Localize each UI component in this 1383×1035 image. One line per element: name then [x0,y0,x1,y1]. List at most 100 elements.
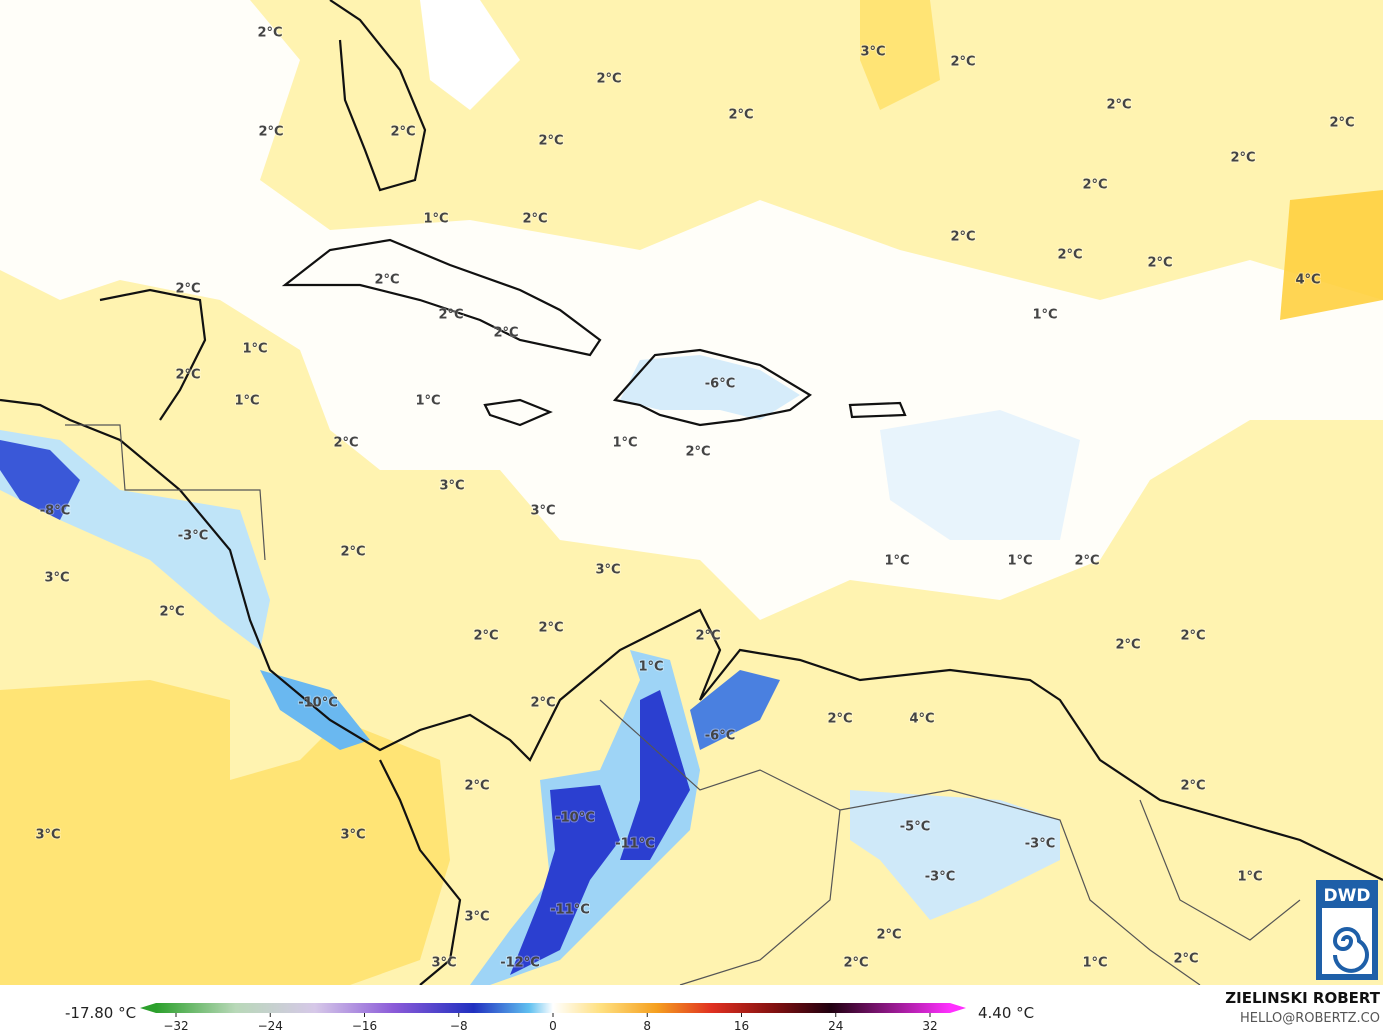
temperature-label: 2°C [175,368,200,383]
temperature-label: 2°C [438,308,463,323]
temperature-label: 2°C [950,55,975,70]
temperature-label: 2°C [1115,638,1140,653]
warm-area [860,0,940,110]
temperature-label: 2°C [685,445,710,460]
temperature-label: -6°C [705,377,735,392]
colorbar-tick-label: −16 [352,1019,377,1033]
temperature-label: 3°C [595,563,620,578]
temperature-label: -12°C [500,956,540,971]
coastline [483,398,553,427]
coastline [99,288,207,421]
temperature-label: 2°C [1074,554,1099,569]
temperature-label: 1°C [612,436,637,451]
temperature-label: -10°C [555,811,595,826]
temperature-label: 3°C [35,828,60,843]
warm-area [0,680,450,985]
temperature-label: 2°C [695,629,720,644]
temperature-label: -6°C [705,729,735,744]
temperature-labels: 3°C 2°C 2°C 2°C 2°C 2°C 2°C 2°C 2°C 2°C 2°C 2°C 1°C 2… [34,25,1355,972]
logo-text: DWD [1324,886,1371,906]
temperature-label: 2°C [1082,178,1107,193]
temperature-label: 2°C [340,545,365,560]
temperature-label: -3°C [178,529,208,544]
cold-area [510,785,620,975]
cold-area [690,670,780,750]
temperature-label: 2°C [827,712,852,727]
credit-contact: HELLO@ROBERTZ.CO [1240,1011,1380,1026]
colorbar-end [140,1003,156,1013]
temperature-label: 1°C [234,394,259,409]
colorbar-min: -17.80 °C [65,1004,136,1022]
colorbar-max: 4.40 °C [978,1004,1034,1022]
temperature-label: 1°C [1032,308,1057,323]
borders [65,424,1301,986]
coastline [281,238,602,357]
warm-area [1280,190,1383,320]
temperature-label: 3°C [530,504,555,519]
credit-name: ZIELINSKI ROBERT [1225,989,1380,1007]
temperature-label: 1°C [1007,554,1032,569]
cool-area [850,790,1060,920]
temperature-label: 2°C [843,956,868,971]
temperature-label: 2°C [257,26,282,41]
temperature-label: 2°C [1147,256,1172,271]
colorbar-tick-label: 32 [922,1019,937,1033]
temperature-label: 3°C [439,479,464,494]
colorbar-tick-label: −32 [163,1019,188,1033]
coastline [848,401,907,419]
temperature-label: 1°C [1237,870,1262,885]
coastline [329,0,427,192]
temperature-label: 2°C [950,230,975,245]
temperature-label: 3°C [431,956,456,971]
logo-icon [1332,927,1369,973]
temperature-label: 2°C [374,273,399,288]
temperature-label: -11°C [615,837,655,852]
temperature-label: 4°C [909,712,934,727]
coastlines [0,0,1383,986]
temperature-label: 2°C [596,72,621,87]
temperature-label: 2°C [159,605,184,620]
temperature-label: 2°C [1106,98,1131,113]
cool-area [880,410,1080,540]
temperature-label: 2°C [1180,629,1205,644]
cold-area [0,440,80,520]
temperature-label: -5°C [900,820,930,835]
colorbar-tick-label: 16 [734,1019,749,1033]
temperature-label: 2°C [1329,116,1354,131]
temperature-label: 1°C [242,342,267,357]
temperature-label: 3°C [860,45,885,60]
border [1139,799,1301,941]
cold-area [620,690,690,860]
colorbar: -17.80 °C 4.40 °C −32 −24 −16 −8 0 8 16 24 32 ZI… [0,985,1383,1035]
temperature-label: 3°C [44,571,69,586]
temperature-label: 2°C [522,212,547,227]
cool-area [620,355,800,420]
temperature-label: -8°C [40,504,70,519]
coastline [612,348,812,427]
temperature-label: 2°C [1230,151,1255,166]
temperature-label: 2°C [175,282,200,297]
colorbar-tick-label: −24 [258,1019,283,1033]
temperature-label: -11°C [550,903,590,918]
temperature-label: 2°C [333,436,358,451]
colorbar-bar [156,1003,950,1013]
colorbar-tick-label: 24 [828,1019,843,1033]
temperature-label: 2°C [1180,779,1205,794]
temperature-label: 1°C [1082,956,1107,971]
temperature-label: 3°C [340,828,365,843]
temperature-label: 2°C [728,108,753,123]
temperature-label: 2°C [538,621,563,636]
colorbar-tick-label: −8 [450,1019,468,1033]
temperature-label: 2°C [1173,952,1198,967]
coastline [0,398,1383,881]
colorbar-tick-label: 0 [549,1019,557,1033]
temperature-label: 2°C [390,125,415,140]
temperature-label: 1°C [638,660,663,675]
temperature-label: -3°C [1025,837,1055,852]
temperature-label: 4°C [1295,273,1320,288]
colorbar-tick-label: 8 [643,1019,651,1033]
temperature-label: 1°C [884,554,909,569]
temperature-label: 2°C [1057,248,1082,263]
map: 3°C 2°C 2°C 2°C 2°C 2°C 2°C 2°C 2°C 2°C 2°C 2°C 1°C 2… [0,0,1383,986]
